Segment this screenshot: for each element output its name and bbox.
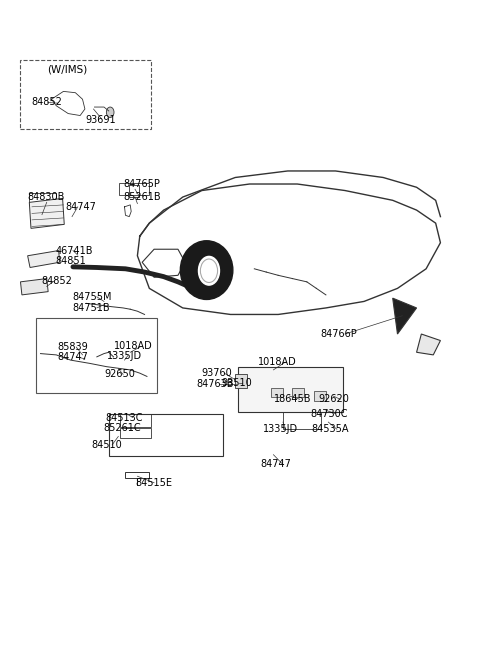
Text: 93510: 93510 xyxy=(221,378,252,388)
Text: 84830B: 84830B xyxy=(28,192,65,202)
Text: 1335JD: 1335JD xyxy=(108,350,143,360)
Text: 85261B: 85261B xyxy=(123,192,161,202)
Text: 18645B: 18645B xyxy=(275,394,312,404)
Bar xyxy=(20,60,151,128)
Bar xyxy=(271,388,283,398)
Bar xyxy=(29,198,64,229)
Bar xyxy=(238,367,343,412)
Text: (W/IMS): (W/IMS) xyxy=(47,65,87,75)
Text: 84766P: 84766P xyxy=(320,329,357,339)
Text: 84747: 84747 xyxy=(261,459,291,470)
Text: 84515E: 84515E xyxy=(135,477,172,488)
Bar xyxy=(120,413,151,426)
Polygon shape xyxy=(28,251,60,267)
Text: 84747: 84747 xyxy=(58,352,89,362)
Bar xyxy=(120,428,151,438)
Bar xyxy=(283,412,321,428)
Text: 1018AD: 1018AD xyxy=(114,341,152,351)
Text: 84852: 84852 xyxy=(41,276,72,286)
Bar xyxy=(235,375,247,388)
Polygon shape xyxy=(21,278,48,295)
Text: 85261C: 85261C xyxy=(103,423,141,433)
Text: 84755M: 84755M xyxy=(72,293,111,303)
Text: 1335JD: 1335JD xyxy=(263,424,298,434)
Text: 84765P: 84765P xyxy=(123,179,160,189)
Polygon shape xyxy=(393,298,417,334)
Polygon shape xyxy=(417,334,441,355)
Text: 93691: 93691 xyxy=(85,115,116,125)
Bar xyxy=(29,193,56,205)
Text: 46741B: 46741B xyxy=(55,246,93,256)
Text: 84747: 84747 xyxy=(66,202,96,212)
Text: 93760: 93760 xyxy=(202,368,233,378)
Bar xyxy=(314,391,326,401)
Circle shape xyxy=(199,256,219,285)
Text: 84852: 84852 xyxy=(32,98,62,107)
Text: 1018AD: 1018AD xyxy=(258,357,297,367)
Bar xyxy=(36,318,157,393)
Text: 84851: 84851 xyxy=(55,256,86,266)
Ellipse shape xyxy=(180,241,233,299)
Circle shape xyxy=(107,107,114,117)
Text: 85839: 85839 xyxy=(58,342,88,352)
Text: 84751B: 84751B xyxy=(72,303,109,313)
Bar xyxy=(129,185,139,197)
Text: 92650: 92650 xyxy=(104,369,135,379)
Bar xyxy=(119,183,149,195)
Bar xyxy=(292,388,304,398)
Text: 92620: 92620 xyxy=(319,394,349,404)
Text: 84535A: 84535A xyxy=(312,424,349,434)
Text: 84513C: 84513C xyxy=(106,413,143,422)
Text: 84510: 84510 xyxy=(91,440,122,450)
Text: 84730C: 84730C xyxy=(311,409,348,419)
Text: 84763B: 84763B xyxy=(196,379,234,389)
Bar xyxy=(109,413,223,456)
